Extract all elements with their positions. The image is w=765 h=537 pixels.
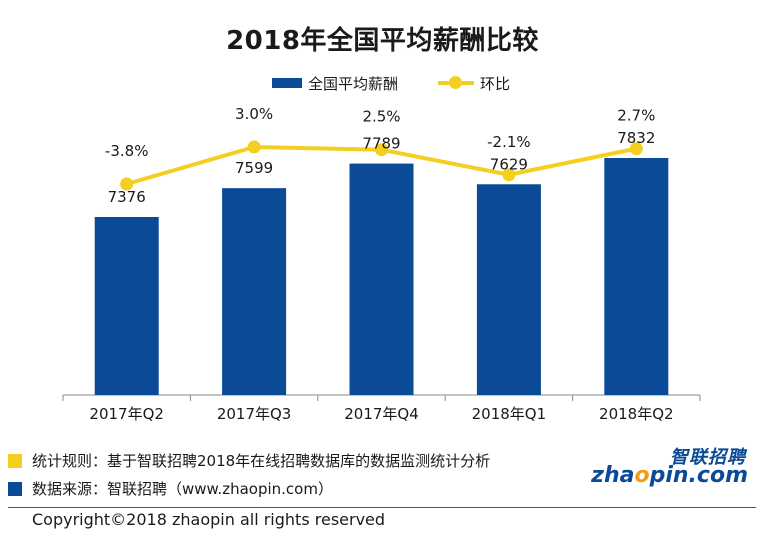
pct-label-4: 2.7% [617, 107, 655, 125]
value-label-0: 7376 [108, 188, 146, 206]
legend-bar-label: 全国平均薪酬 [308, 74, 399, 93]
pct-label-1: 3.0% [235, 105, 273, 123]
stat-rule-note: 统计规则：基于智联招聘2018年在线招聘数据库的数据监测统计分析 [8, 450, 490, 471]
zhaopin-logo: 智联招聘 zhaopin.com [591, 443, 756, 493]
x-tick-label-3: 2018年Q1 [472, 405, 547, 423]
data-source-text: 数据来源：智联招聘（www.zhaopin.com） [32, 480, 333, 498]
x-tick-label-1: 2017年Q3 [217, 405, 292, 423]
bar-1 [222, 188, 287, 395]
bar-2 [349, 163, 414, 395]
chart-plot: 2017年Q2 2017年Q3 2017年Q4 2018年Q1 2018年Q2 -3.8%… [62, 105, 701, 423]
footer-divider [8, 507, 756, 508]
bar-3 [476, 184, 541, 395]
legend: 全国平均薪酬 环比 [272, 72, 510, 94]
copyright-text: Copyright©2018 zhaopin all rights reserv… [32, 510, 386, 529]
data-source-note: 数据来源：智联招聘（www.zhaopin.com） [8, 478, 333, 499]
line-point-2 [375, 143, 388, 157]
chart-title: 2018年全国平均薪酬比较 [226, 26, 539, 56]
pct-label-2: 2.5% [362, 108, 400, 126]
bar-0 [94, 217, 159, 395]
x-tick-label-0: 2017年Q2 [89, 405, 164, 423]
legend-line-label: 环比 [480, 74, 511, 93]
bar-4 [604, 158, 669, 395]
legend-line-swatch [438, 76, 475, 89]
line-point-0 [120, 177, 134, 191]
x-tick-label-2: 2017年Q4 [344, 405, 419, 423]
logo-en-text: zhaopin.com [591, 463, 748, 488]
value-label-4: 7832 [617, 129, 655, 147]
pct-label-3: -2.1% [487, 133, 531, 151]
line-point-3 [502, 168, 516, 182]
value-label-2: 7789 [362, 135, 400, 153]
legend-bar-swatch [272, 78, 302, 88]
x-tick-label-4: 2018年Q2 [599, 405, 674, 423]
value-label-3: 7629 [490, 155, 528, 173]
yellow-square-icon [8, 453, 22, 468]
stat-rule-text: 统计规则：基于智联招聘2018年在线招聘数据库的数据监测统计分析 [32, 452, 491, 470]
blue-square-icon [8, 481, 22, 496]
pct-label-0: -3.8% [105, 142, 149, 160]
value-label-1: 7599 [235, 159, 273, 177]
line-point-4 [629, 142, 643, 156]
logo-cn-text: 智联招聘 [670, 447, 746, 468]
line-point-1 [247, 140, 261, 154]
